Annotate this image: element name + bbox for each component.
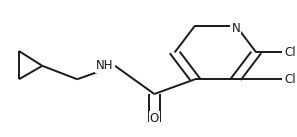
Text: NH: NH	[96, 59, 113, 72]
Text: Cl: Cl	[285, 46, 296, 59]
Text: N: N	[231, 22, 240, 35]
Text: Cl: Cl	[285, 73, 296, 86]
Text: O: O	[150, 112, 159, 125]
